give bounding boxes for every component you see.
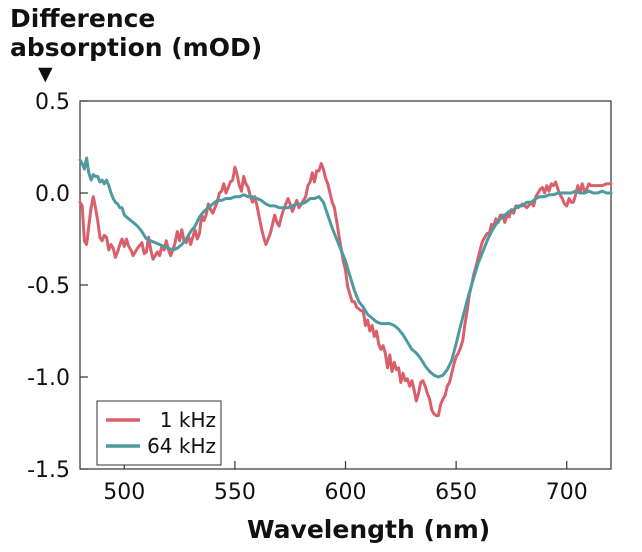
legend-label-0: 1 kHz bbox=[160, 408, 216, 432]
x-axis-label: Wavelength (nm) bbox=[247, 515, 491, 544]
y-tick-label-0: 0.5 bbox=[35, 90, 70, 115]
y-axis-label-line-1: Difference bbox=[10, 4, 156, 33]
legend-label-1: 64 kHz bbox=[147, 434, 216, 458]
x-tick-label-3: 650 bbox=[435, 480, 477, 505]
series-line-1 bbox=[78, 156, 613, 379]
y-tick-label-4: -1.5 bbox=[27, 458, 70, 483]
x-tick-label-2: 600 bbox=[325, 480, 367, 505]
x-tick-label-0: 500 bbox=[103, 480, 145, 505]
x-tick-label-1: 550 bbox=[214, 480, 256, 505]
y-axis-marker: ▼ bbox=[38, 63, 53, 85]
y-axis-label-line-2: absorption (mOD) bbox=[10, 33, 263, 62]
y-axis-label: Difference absorption (mOD) bbox=[10, 4, 262, 62]
legend-box bbox=[96, 400, 222, 466]
x-tick-label-4: 700 bbox=[546, 480, 588, 505]
y-tick-label-1: 0.0 bbox=[35, 182, 70, 207]
y-tick-label-3: -1.0 bbox=[27, 366, 70, 391]
y-tick-label-2: -0.5 bbox=[27, 274, 70, 299]
